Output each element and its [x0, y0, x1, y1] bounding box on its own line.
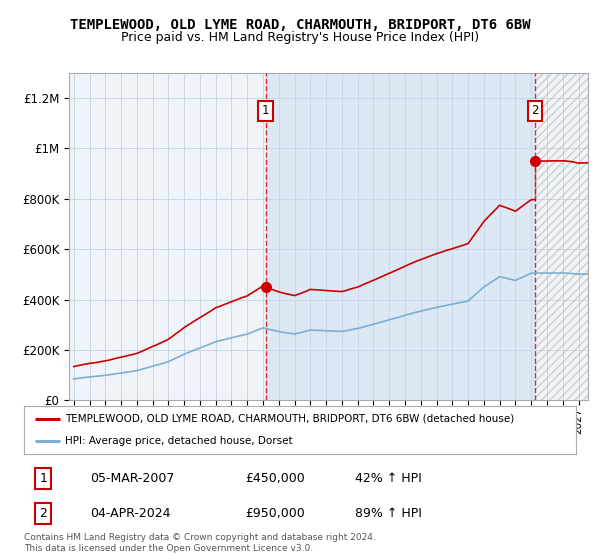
Bar — [535, 73, 588, 400]
Text: HPI: Average price, detached house, Dorset: HPI: Average price, detached house, Dors… — [65, 436, 293, 446]
Text: 05-MAR-2007: 05-MAR-2007 — [90, 472, 175, 486]
Text: £950,000: £950,000 — [245, 507, 305, 520]
Bar — [535, 73, 588, 400]
Text: 2: 2 — [532, 104, 539, 117]
Text: 04-APR-2024: 04-APR-2024 — [90, 507, 171, 520]
Text: 2: 2 — [40, 507, 47, 520]
Text: Contains HM Land Registry data © Crown copyright and database right 2024.
This d: Contains HM Land Registry data © Crown c… — [24, 533, 376, 553]
Text: 89% ↑ HPI: 89% ↑ HPI — [355, 507, 422, 520]
Bar — [266, 73, 535, 400]
Text: 1: 1 — [262, 104, 269, 117]
Text: £450,000: £450,000 — [245, 472, 305, 486]
Text: 1: 1 — [40, 472, 47, 486]
Text: Price paid vs. HM Land Registry's House Price Index (HPI): Price paid vs. HM Land Registry's House … — [121, 31, 479, 44]
Text: TEMPLEWOOD, OLD LYME ROAD, CHARMOUTH, BRIDPORT, DT6 6BW: TEMPLEWOOD, OLD LYME ROAD, CHARMOUTH, BR… — [70, 18, 530, 32]
Text: TEMPLEWOOD, OLD LYME ROAD, CHARMOUTH, BRIDPORT, DT6 6BW (detached house): TEMPLEWOOD, OLD LYME ROAD, CHARMOUTH, BR… — [65, 414, 515, 424]
Text: 42% ↑ HPI: 42% ↑ HPI — [355, 472, 422, 486]
